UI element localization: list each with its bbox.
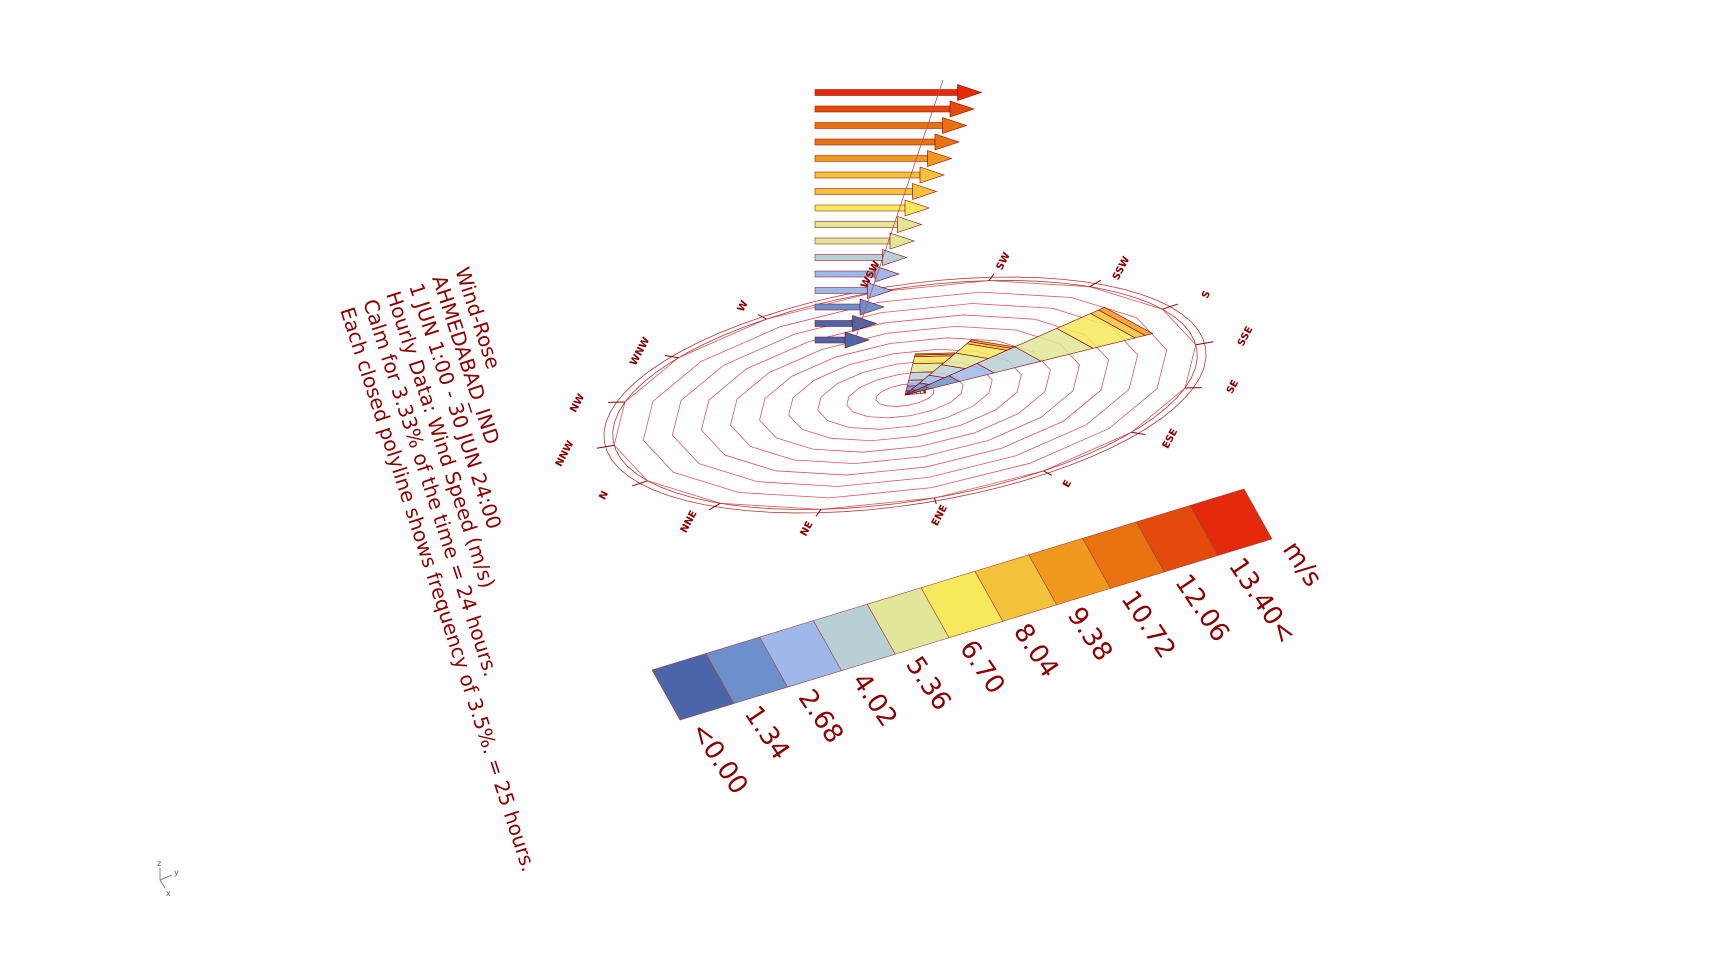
speed-arrow-head bbox=[883, 250, 907, 266]
direction-label-ene: ENE bbox=[930, 503, 950, 528]
gizmo-y-label: y bbox=[174, 868, 179, 877]
speed-arrow-shaft bbox=[815, 304, 860, 310]
axis-gizmo: z y x bbox=[157, 859, 179, 898]
speed-arrow-head bbox=[920, 167, 944, 183]
speed-arrow-head bbox=[905, 200, 929, 216]
direction-tick bbox=[709, 503, 720, 509]
direction-label-nnw: NNW bbox=[554, 439, 577, 469]
direction-label-s: S bbox=[1200, 289, 1213, 301]
direction-tick bbox=[632, 481, 647, 486]
speed-arrow-shaft bbox=[815, 172, 920, 178]
direction-label-ssw: SSW bbox=[1111, 255, 1132, 282]
speed-arrow-head bbox=[890, 233, 914, 249]
legend-label: 10.72 bbox=[1115, 586, 1181, 664]
legend-label: 9.38 bbox=[1061, 602, 1118, 667]
speed-arrow-shaft bbox=[815, 139, 935, 145]
speed-arrow-head bbox=[898, 217, 922, 233]
speed-arrow-head bbox=[928, 151, 952, 167]
direction-tick bbox=[1044, 471, 1052, 476]
speed-arrow-head bbox=[958, 85, 982, 101]
speed-arrows bbox=[815, 80, 982, 348]
gizmo-z-label: z bbox=[157, 859, 161, 868]
direction-label-se: SE bbox=[1225, 378, 1241, 396]
direction-label-ese: ESE bbox=[1161, 427, 1181, 451]
direction-tick bbox=[1132, 432, 1146, 434]
speed-arrow-shaft bbox=[815, 321, 853, 327]
speed-arrow-shaft bbox=[815, 90, 958, 96]
legend-label: 5.36 bbox=[899, 651, 956, 716]
legend-label: 12.06 bbox=[1169, 569, 1235, 647]
legend-label: 2.68 bbox=[792, 684, 849, 749]
legend-label: <0.00 bbox=[684, 717, 753, 800]
direction-label-e: E bbox=[1061, 478, 1074, 489]
gizmo-x-label: x bbox=[166, 889, 171, 898]
direction-label-w: W bbox=[736, 299, 751, 314]
speed-arrow-head bbox=[913, 184, 937, 200]
speed-arrow-shaft bbox=[815, 205, 905, 211]
direction-tick bbox=[758, 315, 766, 320]
direction-tick bbox=[1090, 280, 1101, 286]
speed-arrow-shaft bbox=[815, 156, 928, 162]
direction-tick bbox=[665, 355, 679, 357]
legend-label: 4.02 bbox=[846, 668, 903, 733]
wind-rose-petals bbox=[905, 307, 1153, 395]
speed-arrow-head bbox=[853, 316, 877, 332]
legend-unit: m/s bbox=[1276, 536, 1328, 592]
speed-arrow-head bbox=[950, 101, 974, 117]
direction-label-sw: SW bbox=[995, 251, 1013, 272]
speed-arrow-shaft bbox=[815, 222, 898, 228]
speed-arrow-head bbox=[943, 118, 967, 134]
direction-label-sse: SSE bbox=[1236, 325, 1256, 349]
direction-label-n: N bbox=[597, 489, 611, 502]
direction-label-wnw: WNW bbox=[628, 336, 652, 368]
direction-label-nne: NNE bbox=[679, 509, 700, 535]
speed-legend: <0.001.342.684.025.366.708.049.3810.7212… bbox=[652, 489, 1328, 800]
legend-label: 1.34 bbox=[738, 701, 795, 766]
legend-label: 8.04 bbox=[1007, 618, 1064, 683]
speed-arrow-head bbox=[935, 134, 959, 150]
speed-arrow-shaft bbox=[815, 189, 913, 195]
legend-label: 6.70 bbox=[953, 635, 1010, 700]
speed-arrow-shaft bbox=[815, 337, 845, 343]
direction-label-nw: NW bbox=[568, 392, 587, 414]
speed-arrow-shaft bbox=[815, 238, 890, 244]
direction-tick bbox=[1162, 304, 1177, 309]
speed-arrow-shaft bbox=[815, 288, 868, 294]
direction-label-ne: NE bbox=[799, 520, 816, 539]
speed-arrow-shaft bbox=[815, 123, 943, 129]
speed-arrow-shaft bbox=[815, 106, 950, 112]
